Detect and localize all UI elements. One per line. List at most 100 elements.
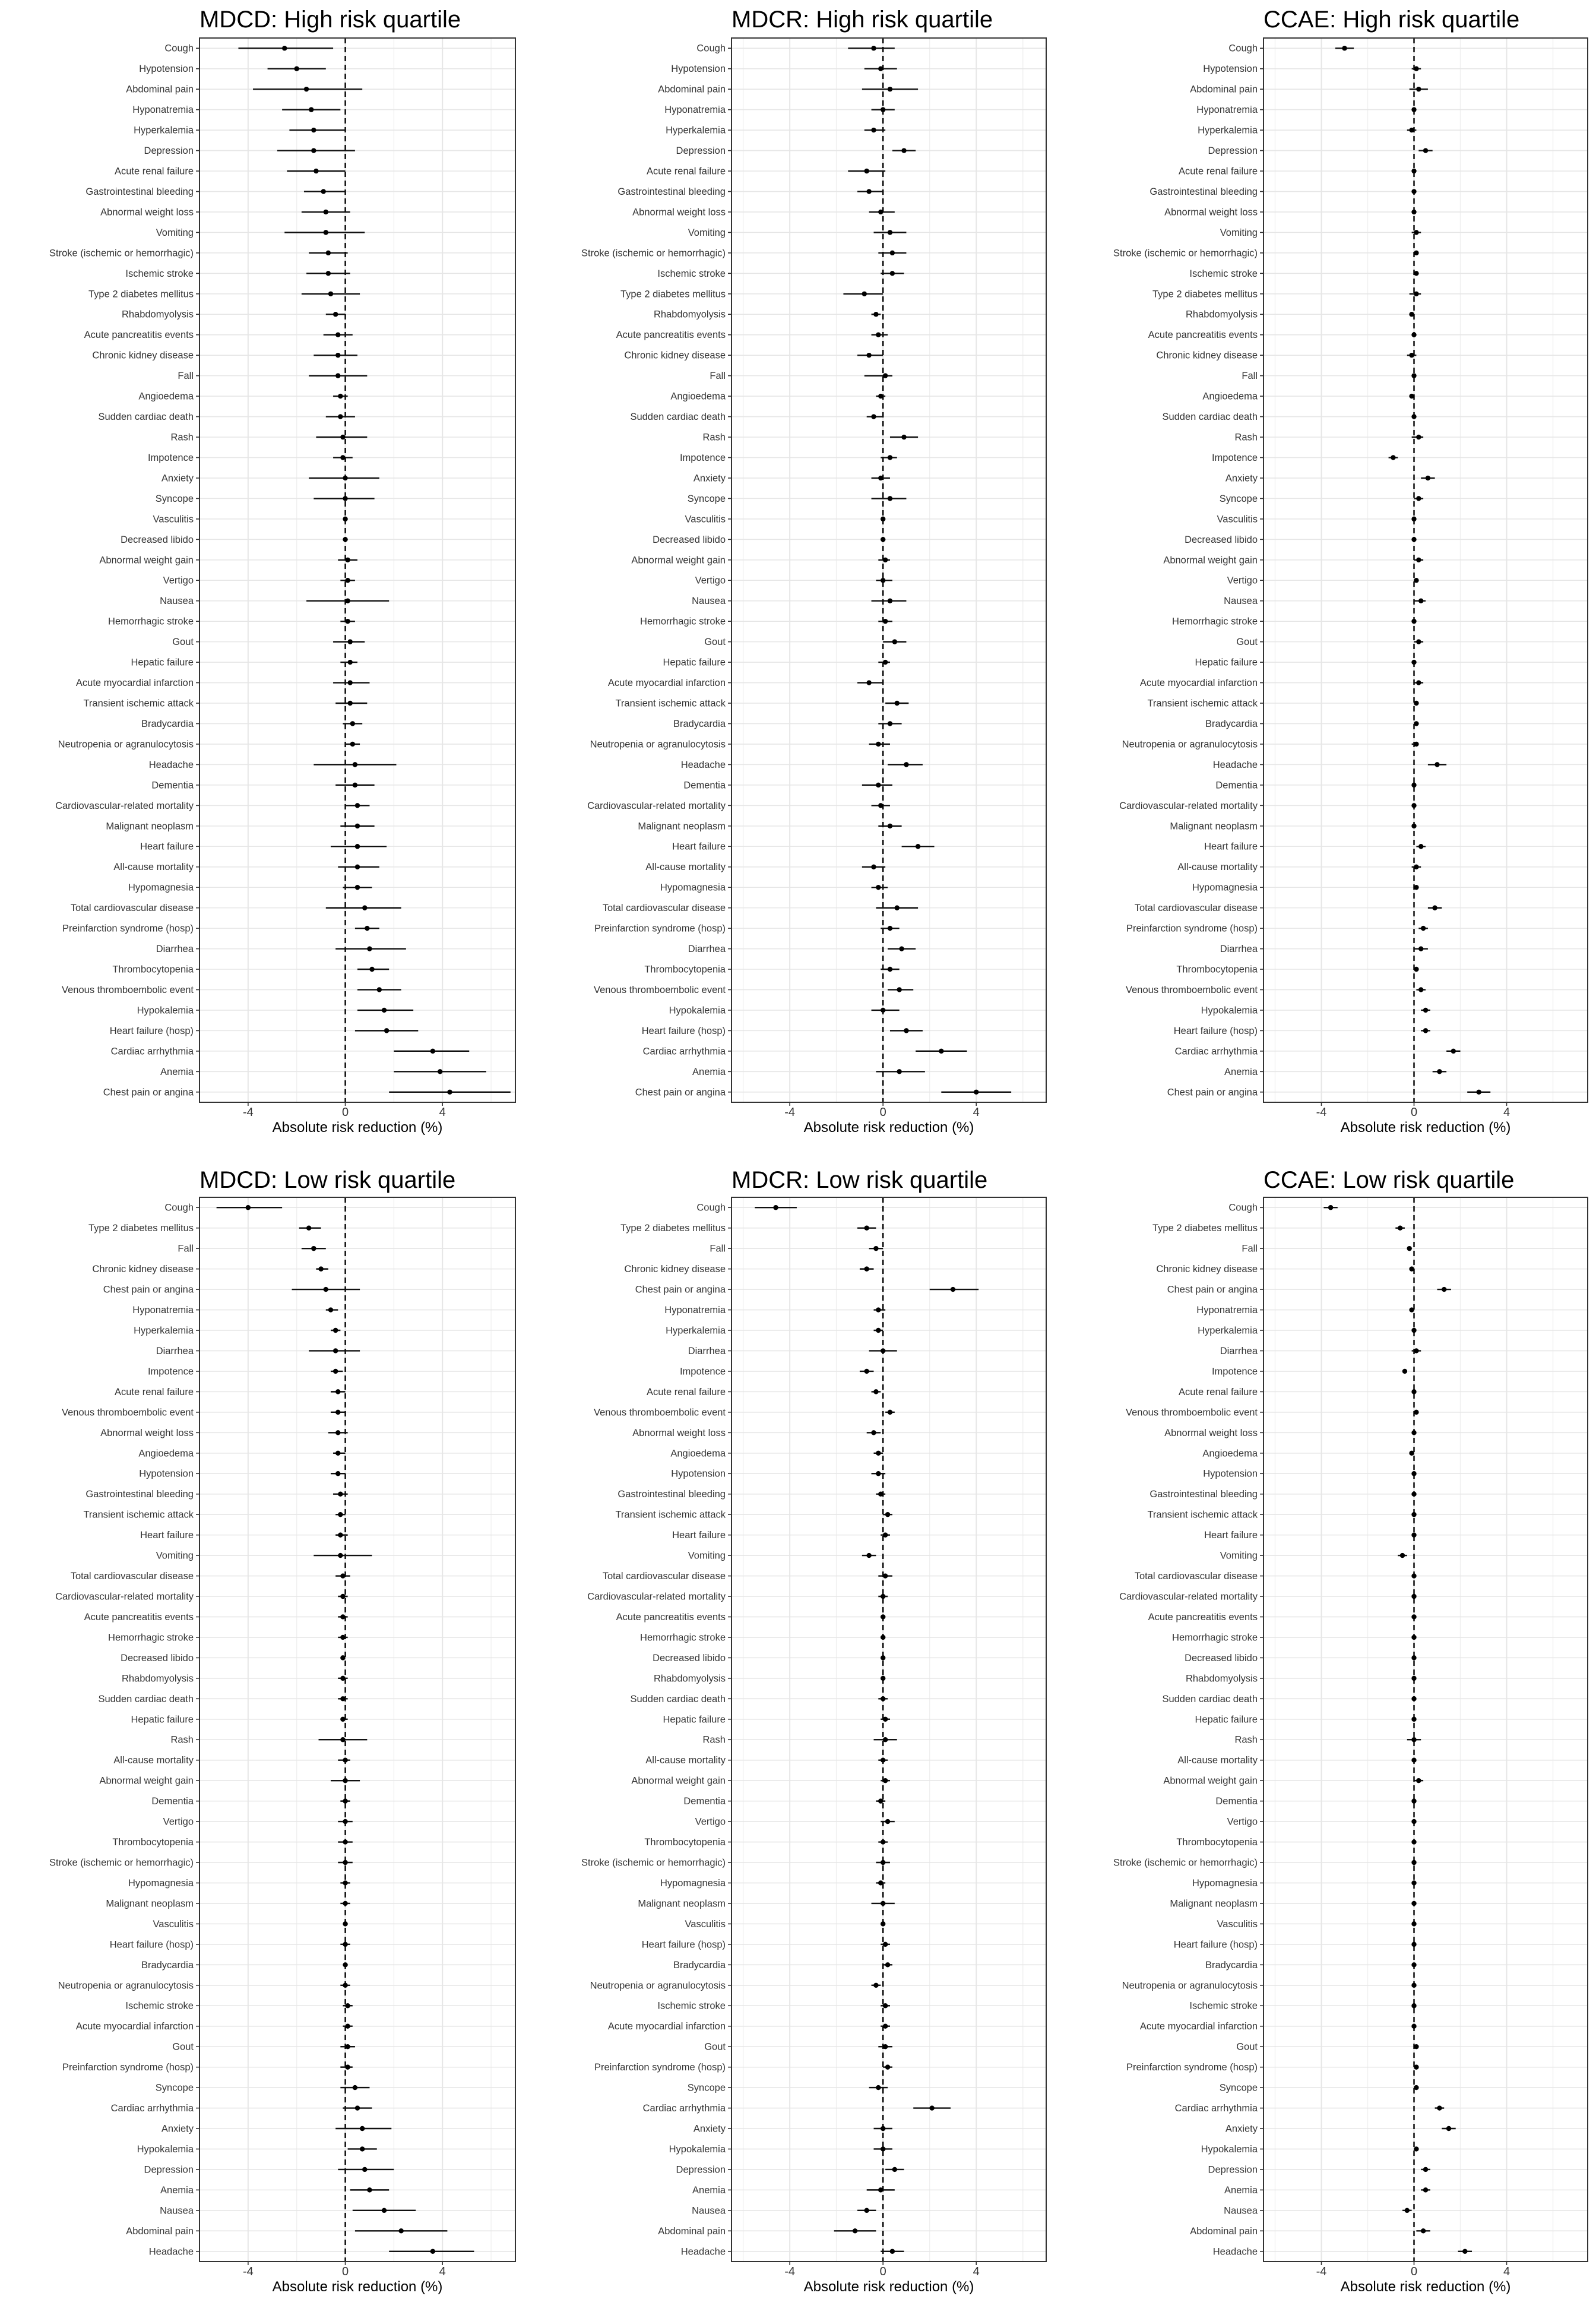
point-estimate (335, 352, 341, 358)
y-tick-label: Nausea (160, 596, 194, 606)
point-estimate (335, 1471, 341, 1476)
point-estimate (352, 782, 358, 788)
y-tick-label: Acute myocardial infarction (1140, 2021, 1258, 2032)
point-estimate (352, 2085, 358, 2091)
y-tick-label: Abdominal pain (126, 84, 194, 95)
y-tick-label: Abdominal pain (658, 84, 726, 95)
point-estimate (1409, 1266, 1414, 1272)
point-estimate (430, 2249, 436, 2254)
y-tick-label: Vertigo (1227, 575, 1258, 586)
y-tick-label: Heart failure (672, 842, 726, 852)
point-estimate (1411, 1757, 1417, 1763)
y-tick-label: Abnormal weight loss (100, 1428, 194, 1438)
y-tick-label: Cardiovascular-related mortality (587, 801, 726, 811)
point-estimate (306, 1225, 312, 1231)
y-tick-label: Cough (164, 43, 194, 54)
y-tick-label: Stroke (ischemic or hemorrhagic) (49, 248, 194, 258)
y-tick-label: Syncope (688, 2083, 726, 2094)
point-estimate (892, 639, 898, 644)
y-tick-label: Type 2 diabetes mellitus (1152, 1223, 1258, 1234)
x-tick-label: 4 (439, 2265, 446, 2278)
point-estimate (880, 1655, 886, 1661)
y-tick-label: Hypokalemia (669, 1005, 726, 1016)
y-tick-label: Hepatic failure (1195, 657, 1258, 668)
y-tick-label: Fall (710, 371, 726, 381)
y-tick-label: Venous thromboembolic event (62, 985, 194, 995)
y-tick-label: Headache (1213, 760, 1258, 770)
y-tick-label: Rhabdomyolysis (122, 1673, 194, 1684)
y-tick-label: Hypomagnesia (1192, 883, 1258, 893)
x-tick-label: -4 (243, 2265, 254, 2278)
panel-title: CCAE: High risk quartile (1264, 7, 1519, 33)
point-estimate (1411, 1819, 1417, 1824)
point-estimate (1411, 537, 1417, 542)
point-estimate (882, 2044, 888, 2050)
y-tick-label: Acute pancreatitis events (616, 330, 726, 340)
point-estimate (887, 455, 893, 460)
point-estimate (1414, 2064, 1419, 2070)
y-tick-label: Vasculitis (685, 1919, 726, 1930)
y-tick-label: Abnormal weight loss (632, 207, 726, 217)
y-tick-label: Cardiovascular-related mortality (55, 1592, 194, 1602)
point-estimate (887, 721, 893, 726)
point-estimate (866, 1552, 872, 1558)
y-tick-label: Nausea (160, 2205, 194, 2216)
y-tick-label: Decreased libido (121, 535, 194, 545)
point-estimate (1420, 2228, 1426, 2234)
y-tick-label: Chronic kidney disease (624, 350, 726, 361)
y-tick-label: Gout (172, 2042, 194, 2053)
point-estimate (882, 1532, 888, 1538)
y-tick-label: Chest pain or angina (1167, 1087, 1258, 1098)
y-tick-label: Cardiac arrhythmia (1175, 1046, 1258, 1057)
y-tick-label: Rhabdomyolysis (1186, 309, 1258, 320)
point-estimate (338, 1491, 343, 1497)
y-tick-label: Hypomagnesia (660, 1878, 726, 1889)
y-tick-label: Hepatic failure (663, 657, 726, 668)
y-tick-label: Acute renal failure (115, 166, 194, 177)
x-axis-label: Absolute risk reduction (%) (804, 2279, 974, 2295)
point-estimate (878, 2187, 884, 2193)
point-estimate (882, 2023, 888, 2029)
y-tick-label: Anemia (692, 1067, 726, 1077)
y-tick-label: Anxiety (162, 473, 194, 483)
point-estimate (359, 2126, 365, 2132)
point-estimate (1414, 291, 1419, 296)
y-tick-label: Bradycardia (673, 1960, 726, 1971)
y-tick-label: Malignant neoplasm (638, 821, 726, 831)
point-estimate (1414, 864, 1419, 869)
y-tick-label: Dementia (151, 780, 194, 790)
y-tick-label: Rash (170, 432, 194, 443)
point-estimate (1416, 639, 1421, 644)
y-tick-label: Neutropenia or agranulocytosis (1122, 1980, 1258, 1991)
y-tick-label: Hypotension (671, 64, 726, 74)
y-tick-label: Acute pancreatitis events (1148, 330, 1258, 340)
y-tick-label: Cough (1228, 43, 1258, 54)
y-tick-label: Heart failure (140, 842, 194, 852)
panel-title: MDCR: High risk quartile (732, 7, 993, 33)
y-tick-label: Gout (704, 2042, 726, 2053)
point-estimate (873, 1245, 879, 1251)
y-tick-label: Anxiety (694, 2124, 726, 2134)
point-estimate (354, 884, 360, 890)
point-estimate (880, 1614, 886, 1620)
x-tick-label: 0 (1411, 1106, 1417, 1119)
point-estimate (367, 2187, 372, 2193)
point-estimate (1423, 1028, 1429, 1033)
point-estimate (876, 741, 881, 747)
y-tick-label: Angioedema (670, 1448, 726, 1459)
point-estimate (876, 1307, 881, 1313)
point-estimate (889, 250, 895, 256)
point-estimate (871, 127, 876, 133)
y-tick-label: Hyperkalemia (666, 125, 726, 136)
point-estimate (1418, 987, 1424, 992)
y-tick-label: Diarrhea (688, 944, 726, 954)
point-estimate (345, 2044, 350, 2050)
y-tick-label: Headache (681, 2246, 726, 2257)
point-estimate (1328, 1205, 1334, 1210)
point-estimate (866, 680, 872, 685)
point-estimate (929, 2105, 935, 2111)
y-tick-label: Hepatic failure (663, 1714, 726, 1725)
y-tick-label: Dementia (1215, 1796, 1258, 1807)
point-estimate (430, 1048, 436, 1054)
